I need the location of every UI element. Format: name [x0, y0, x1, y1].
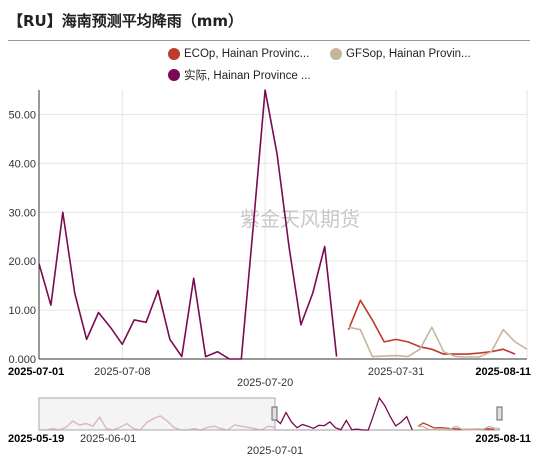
navigator-left-handle[interactable] — [271, 406, 278, 421]
x-axis: 2025-07-01 2025-07-08 2025-07-20 2025-07-31… — [8, 358, 531, 389]
navigator-date-label: 2025-07-01 — [247, 445, 303, 457]
y-tick-label: 50.00 — [8, 109, 36, 121]
navigator-series-0 — [274, 396, 413, 431]
x-tick-label: 2025-07-01 — [8, 366, 64, 378]
chart-title: 【RU】海南预测平均降雨（mm） — [8, 12, 243, 30]
navigator-right-handle[interactable] — [496, 406, 503, 421]
x-tick-label: 2025-07-20 — [237, 377, 293, 389]
legend-label-ecop: ECOp, Hainan Provinc... — [184, 48, 310, 60]
legend-label-gfsop: GFSop, Hainan Provin... — [346, 48, 471, 60]
y-tick-label: 40.00 — [8, 158, 36, 170]
y-axis: 0.000 10.00 20.00 30.00 40.00 50.00 — [8, 90, 40, 366]
legend-marker-gfsop — [330, 48, 342, 60]
y-tick-label: 20.00 — [8, 256, 36, 268]
watermark: 紫金天风期货 — [240, 208, 360, 231]
navigator: 2025-05-19 2025-06-01 2025-08-11 2025-07-01 — [8, 396, 531, 457]
y-tick-label: 0.000 — [8, 354, 36, 366]
navigator-history-line — [39, 415, 276, 431]
navigator-series-2 — [417, 425, 501, 431]
navigator-date-label: 2025-05-19 — [8, 433, 64, 445]
legend-label-actual: 实际, Hainan Province ... — [184, 70, 311, 82]
series-line-1 — [347, 299, 516, 355]
legend-item-ecop[interactable]: ECOp, Hainan Provinc... — [168, 48, 309, 60]
x-tick-label: 2025-07-31 — [368, 366, 424, 378]
series-line-2 — [348, 326, 528, 358]
x-tick-label: 2025-08-11 — [475, 366, 531, 378]
title-divider — [8, 40, 530, 41]
legend-marker-ecop — [168, 48, 180, 60]
y-tick-label: 10.00 — [8, 305, 36, 317]
legend-item-gfsop[interactable]: GFSop, Hainan Provin... — [330, 48, 471, 60]
legend-marker-actual — [168, 69, 180, 81]
navigator-date-label: 2025-06-01 — [80, 433, 136, 445]
legend-item-actual[interactable]: 实际, Hainan Province ... — [168, 67, 311, 83]
series-lines — [38, 89, 528, 360]
navigator-date-label: 2025-08-11 — [475, 433, 531, 445]
navigator-window — [38, 397, 276, 431]
y-tick-label: 30.00 — [8, 207, 36, 219]
x-tick-label: 2025-07-08 — [94, 366, 150, 378]
series-line-0 — [38, 89, 338, 360]
